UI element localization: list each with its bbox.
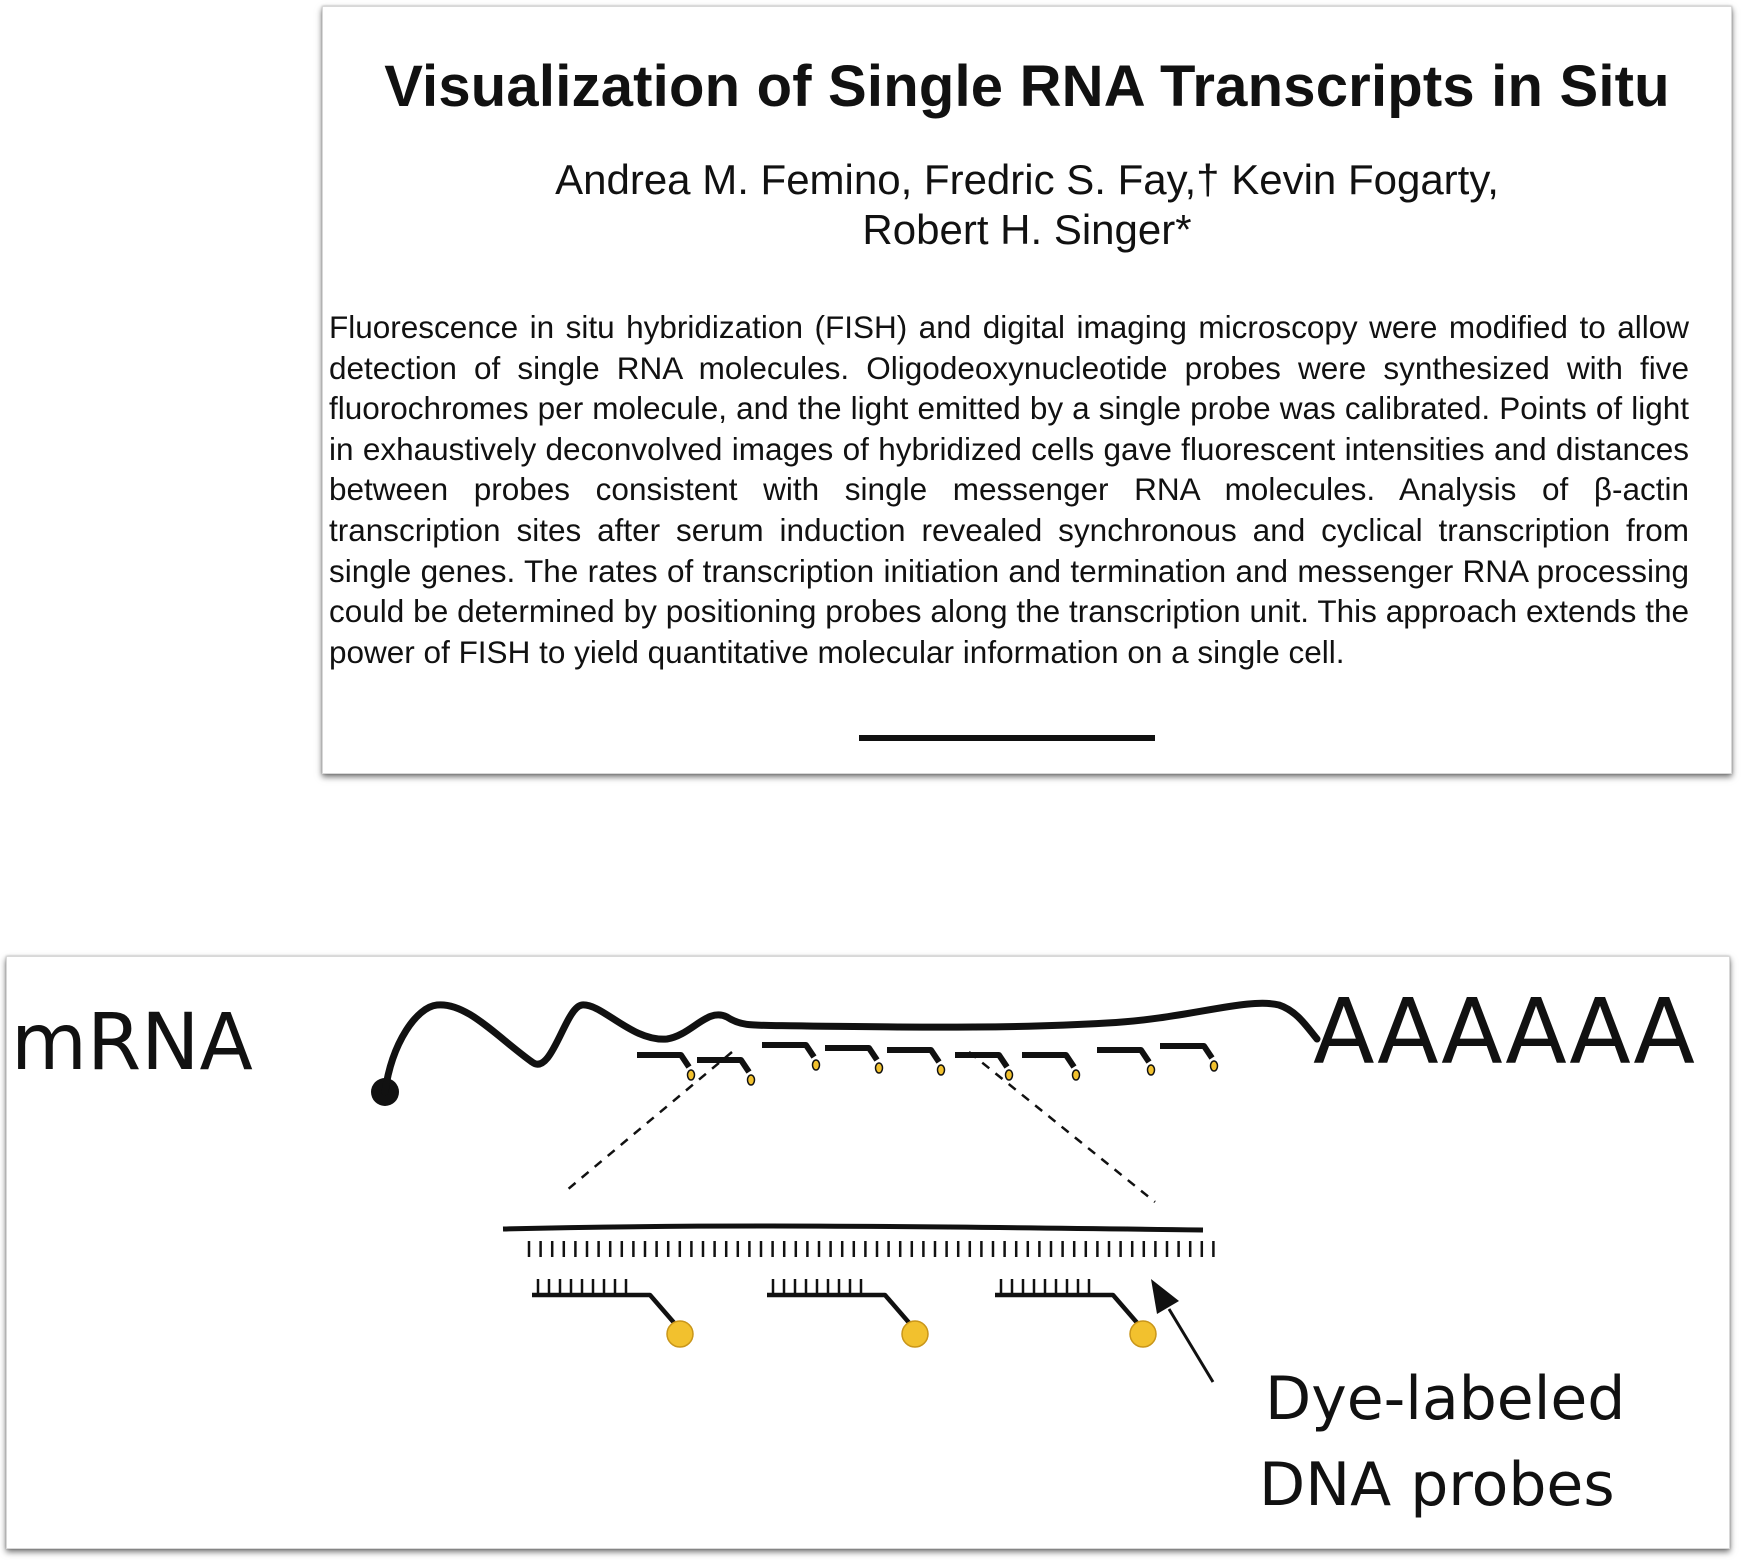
- zoom-guide-left: [566, 1051, 733, 1191]
- pointer-arrow-head: [1151, 1279, 1179, 1314]
- zoom-guide-right: [968, 1051, 1156, 1203]
- pointer-arrow-shaft: [1167, 1308, 1215, 1383]
- mrna-probe: [697, 1057, 752, 1074]
- zoomed-probe-group: [532, 1279, 1157, 1348]
- polya-tail-label: AAAAAA: [1313, 980, 1695, 1085]
- mrna-probe-dye: [1146, 1064, 1156, 1076]
- mrna-probe: [1160, 1043, 1215, 1060]
- mrna-probe: [1022, 1052, 1077, 1069]
- mrna-probe-dye: [746, 1074, 756, 1086]
- zoomed-probe: [995, 1279, 1157, 1348]
- paper-title: Visualization of Single RNA Transcripts …: [384, 54, 1670, 119]
- zoomed-target-strand: [502, 1223, 1204, 1233]
- mrna-label: mRNA: [11, 998, 253, 1088]
- authors-line-1: Andrea M. Femino, Fredric S. Fay,† Kevin…: [555, 156, 1499, 203]
- paper-authors: Andrea M. Femino, Fredric S. Fay,† Kevin…: [323, 155, 1731, 255]
- mrna-probe-dye: [874, 1062, 884, 1074]
- probes-label-line-2: DNA probes: [1259, 1450, 1615, 1520]
- mrna-probe-group: [637, 1042, 1219, 1086]
- probe-backbone: [767, 1292, 913, 1327]
- dye-sphere: [666, 1320, 694, 1348]
- mrna-probe-dye: [1071, 1069, 1081, 1081]
- zoomed-probe: [532, 1279, 694, 1348]
- mrna-probe-dye: [936, 1064, 946, 1076]
- mrna-probe-dye: [1209, 1060, 1219, 1072]
- paper-header-card: Visualization of Single RNA Transcripts …: [322, 6, 1732, 774]
- zoomed-target-bases: [527, 1241, 1215, 1257]
- authors-line-2: Robert H. Singer*: [862, 206, 1192, 253]
- dye-sphere: [901, 1320, 929, 1348]
- mrna-probe: [955, 1052, 1010, 1069]
- dye-sphere: [1129, 1320, 1157, 1348]
- mrna-probe: [762, 1042, 817, 1059]
- mrna-probe: [637, 1052, 692, 1069]
- probes-label-line-1: Dye-labeled: [1265, 1364, 1625, 1434]
- mrna-probe-dye: [811, 1059, 821, 1071]
- mrna-strand: [381, 999, 1321, 1096]
- mrna-probe: [825, 1045, 880, 1062]
- mrna-probe: [887, 1047, 942, 1064]
- probe-backbone: [995, 1292, 1141, 1327]
- smfish-schematic: mRNA AAAAAA Dye-labeled DNA probes: [11, 980, 1695, 1520]
- section-divider: [859, 735, 1155, 741]
- paper-abstract: Fluorescence in situ hybridization (FISH…: [329, 309, 1689, 670]
- probe-backbone: [532, 1292, 678, 1327]
- mrna-probe: [1097, 1047, 1152, 1064]
- mrna-probe-dye: [686, 1069, 696, 1081]
- smfish-schematic-card: mRNA AAAAAA Dye-labeled DNA probes: [6, 956, 1730, 1549]
- mrna-probe-dye: [1004, 1069, 1014, 1081]
- zoomed-probe: [767, 1279, 929, 1348]
